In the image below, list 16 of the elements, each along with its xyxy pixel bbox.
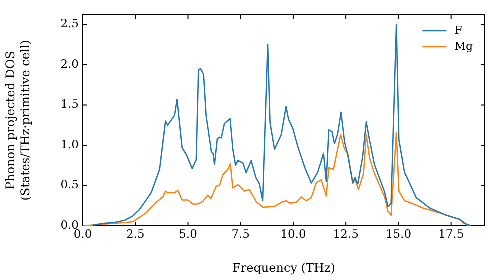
- x-tick-label: 12.5: [333, 226, 359, 241]
- x-axis-title: Frequency (THz): [232, 260, 336, 275]
- y-tick-label: 1.5: [60, 97, 79, 112]
- x-tick-label: 5.0: [179, 226, 198, 241]
- y-tick-label: 2.0: [60, 56, 79, 71]
- y-tick-label: 1.0: [60, 137, 79, 152]
- x-tick-label: 17.5: [438, 226, 464, 241]
- y-tick-label: 2.5: [60, 16, 79, 31]
- y-tick-label: 0.5: [60, 178, 79, 192]
- x-tick-label: 15.0: [386, 226, 412, 241]
- y-axis-title: Phonon projected DOS (States/THz·primitive cell): [4, 40, 33, 201]
- x-tick-label: 2.5: [126, 226, 145, 241]
- x-tick-label: 10.0: [280, 226, 306, 241]
- legend-label: F: [454, 24, 463, 37]
- x-tick-label: 7.5: [232, 226, 250, 241]
- legend-label: Mg: [454, 40, 474, 53]
